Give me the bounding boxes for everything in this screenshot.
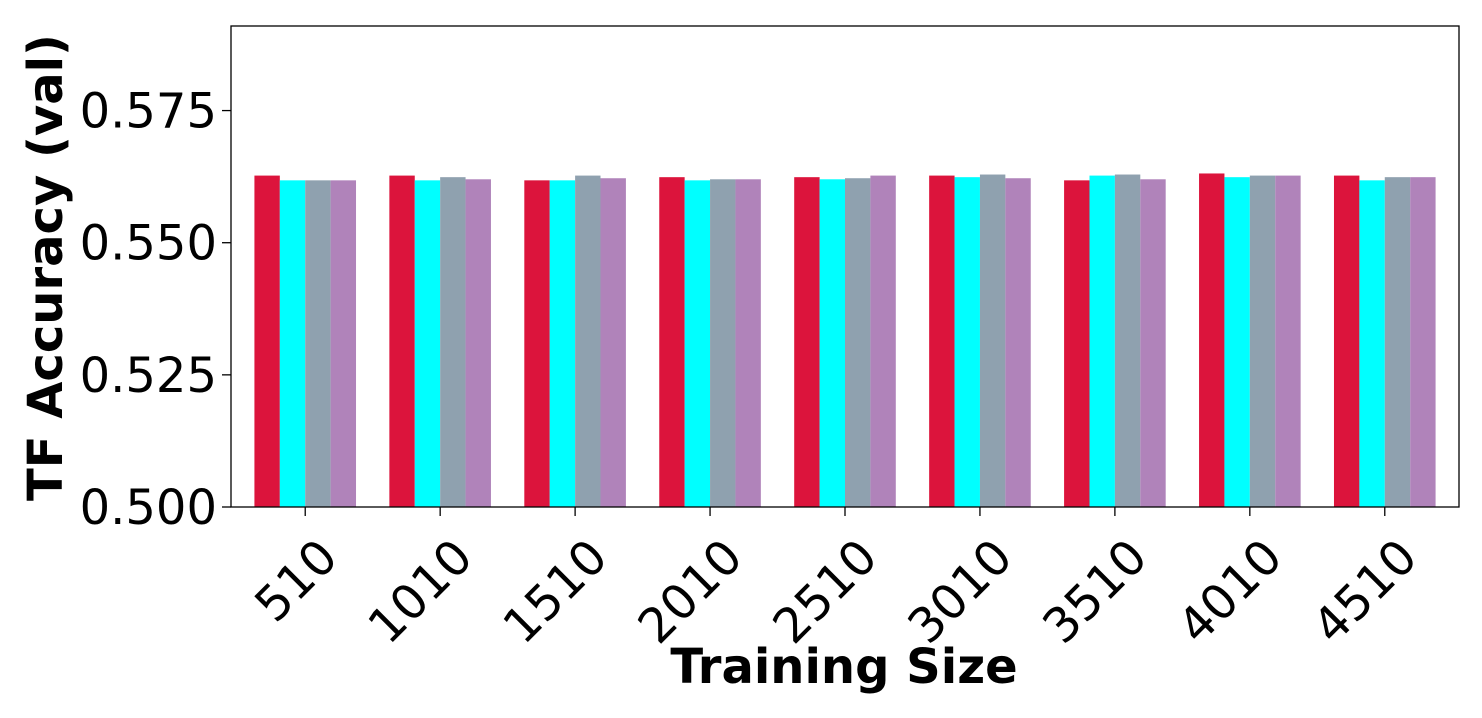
bar-1010-series-1 xyxy=(389,175,415,507)
bar-510-series-4 xyxy=(330,180,357,507)
x-tick-label: 1010 xyxy=(358,529,484,655)
x-tick-label: 2510 xyxy=(762,529,888,655)
bar-3010-series-1 xyxy=(929,175,955,507)
bar-1510-series-2 xyxy=(549,180,576,507)
bar-2510-series-3 xyxy=(845,178,871,508)
bar-1510-series-3 xyxy=(575,175,601,507)
bar-3510-series-1 xyxy=(1064,180,1090,507)
bar-3010-series-4 xyxy=(1005,178,1031,508)
bar-4510-series-1 xyxy=(1333,175,1360,507)
bar-1010-series-4 xyxy=(465,179,491,508)
bar-4510-series-4 xyxy=(1410,177,1436,508)
bar-3010-series-3 xyxy=(979,174,1006,507)
bar-2510-series-2 xyxy=(819,179,845,508)
y-tick-label: 0.550 xyxy=(80,216,217,272)
y-tick-label: 0.575 xyxy=(80,84,217,140)
bar-4510-series-2 xyxy=(1359,180,1385,507)
bar-1510-series-1 xyxy=(524,180,550,507)
bar-4010-series-1 xyxy=(1199,173,1225,507)
bar-2510-series-1 xyxy=(794,177,820,508)
bar-3510-series-3 xyxy=(1114,174,1141,507)
bar-4510-series-3 xyxy=(1384,177,1411,508)
x-tick-label: 510 xyxy=(244,529,348,633)
y-axis: 0.500 0.525 0.550 0.575 xyxy=(80,84,231,536)
x-tick-label: 2010 xyxy=(627,529,753,655)
bar-510-series-3 xyxy=(305,180,331,507)
x-tick-label: 4510 xyxy=(1302,529,1428,655)
bar-3510-series-4 xyxy=(1140,179,1166,508)
x-axis-title: Training Size xyxy=(670,639,1017,695)
x-tick-label: 3010 xyxy=(897,529,1023,655)
bar-4010-series-2 xyxy=(1224,177,1250,508)
bar-1010-series-2 xyxy=(414,180,441,507)
bar-2010-series-4 xyxy=(735,179,761,508)
x-tick-label: 3510 xyxy=(1032,529,1158,655)
bar-2010-series-3 xyxy=(710,179,736,508)
bars-group xyxy=(254,173,1436,508)
bar-3010-series-2 xyxy=(954,177,980,508)
y-tick-label: 0.525 xyxy=(80,348,217,404)
bar-3510-series-2 xyxy=(1089,175,1115,507)
y-axis-title: TF Accuracy (val) xyxy=(18,34,74,501)
bar-1510-series-4 xyxy=(600,178,626,508)
bar-4010-series-3 xyxy=(1249,175,1276,507)
x-tick-label: 1510 xyxy=(493,529,619,655)
bar-2010-series-1 xyxy=(659,177,685,508)
bar-2010-series-2 xyxy=(684,180,711,507)
y-tick-label: 0.500 xyxy=(80,480,217,536)
bar-2510-series-4 xyxy=(870,175,896,507)
bar-510-series-2 xyxy=(279,180,306,507)
bar-1010-series-3 xyxy=(440,177,466,508)
bar-4010-series-4 xyxy=(1275,175,1301,507)
x-tick-label: 4010 xyxy=(1167,529,1293,655)
bar-510-series-1 xyxy=(254,175,280,507)
